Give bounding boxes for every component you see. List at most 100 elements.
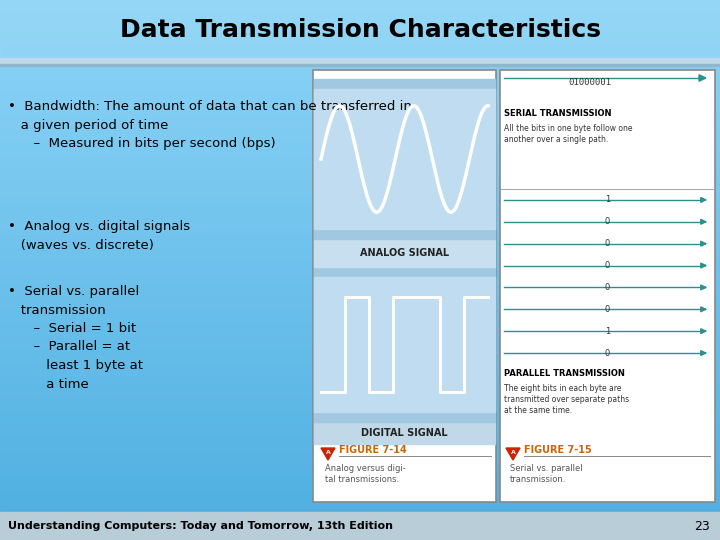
Text: The eight bits in each byte are
transmitted over separate paths
at the same time: The eight bits in each byte are transmit… bbox=[504, 384, 629, 415]
Text: 0: 0 bbox=[605, 261, 610, 270]
Bar bbox=[0, 399, 720, 405]
Bar bbox=[0, 230, 720, 237]
Bar bbox=[0, 486, 720, 492]
Bar bbox=[0, 446, 720, 453]
Text: 0: 0 bbox=[605, 305, 610, 314]
Text: Serial vs. parallel
transmission.: Serial vs. parallel transmission. bbox=[510, 464, 582, 484]
Text: ANALOG SIGNAL: ANALOG SIGNAL bbox=[360, 248, 449, 258]
Bar bbox=[0, 384, 720, 391]
Bar bbox=[0, 432, 720, 438]
Text: 0: 0 bbox=[605, 348, 610, 357]
Bar bbox=[0, 64, 720, 66]
Bar bbox=[0, 60, 720, 68]
Bar bbox=[0, 364, 720, 372]
Bar bbox=[0, 0, 720, 60]
Bar bbox=[314, 89, 495, 229]
Bar bbox=[0, 74, 720, 81]
Bar bbox=[0, 162, 720, 168]
Bar bbox=[0, 27, 720, 33]
Bar bbox=[0, 58, 720, 64]
Bar bbox=[0, 195, 720, 202]
Bar bbox=[0, 284, 720, 291]
Bar bbox=[0, 47, 720, 54]
Bar bbox=[314, 422, 495, 444]
Text: 1: 1 bbox=[605, 327, 610, 336]
Bar bbox=[0, 54, 720, 60]
Bar bbox=[0, 135, 720, 141]
Bar bbox=[0, 519, 720, 526]
Bar bbox=[0, 330, 720, 338]
Bar bbox=[0, 411, 720, 418]
Text: 0: 0 bbox=[605, 283, 610, 292]
Text: Analog versus digi-
tal transmissions.: Analog versus digi- tal transmissions. bbox=[325, 464, 406, 484]
Bar bbox=[0, 128, 720, 135]
Bar bbox=[500, 70, 715, 502]
Bar bbox=[314, 267, 495, 422]
Text: SERIAL TRANSMISSION: SERIAL TRANSMISSION bbox=[504, 109, 611, 118]
Bar bbox=[0, 351, 720, 357]
Text: 1: 1 bbox=[605, 195, 610, 205]
Bar bbox=[0, 20, 720, 27]
Polygon shape bbox=[506, 448, 520, 460]
Text: 01000001: 01000001 bbox=[569, 78, 612, 87]
Bar bbox=[0, 500, 720, 507]
Bar bbox=[0, 148, 720, 156]
Bar bbox=[0, 392, 720, 399]
Bar bbox=[0, 418, 720, 426]
Bar bbox=[0, 512, 720, 540]
Bar bbox=[0, 324, 720, 330]
Bar bbox=[0, 357, 720, 364]
Bar bbox=[0, 68, 720, 74]
Bar bbox=[0, 14, 720, 20]
Text: 0: 0 bbox=[605, 239, 610, 248]
Bar bbox=[0, 507, 720, 513]
Bar bbox=[0, 243, 720, 249]
Bar bbox=[0, 189, 720, 195]
Bar bbox=[0, 372, 720, 378]
Text: Understanding Computers: Today and Tomorrow, 13th Edition: Understanding Computers: Today and Tomor… bbox=[8, 521, 393, 531]
Bar bbox=[0, 472, 720, 480]
Bar bbox=[0, 270, 720, 276]
Bar bbox=[0, 108, 720, 115]
Text: PARALLEL TRANSMISSION: PARALLEL TRANSMISSION bbox=[504, 369, 625, 378]
Bar bbox=[0, 33, 720, 40]
Text: FIGURE 7-14: FIGURE 7-14 bbox=[339, 445, 407, 455]
Text: DIGITAL SIGNAL: DIGITAL SIGNAL bbox=[361, 428, 448, 438]
Bar bbox=[0, 183, 720, 189]
Bar bbox=[0, 249, 720, 256]
Bar bbox=[0, 291, 720, 297]
Bar bbox=[0, 81, 720, 87]
Bar bbox=[0, 216, 720, 222]
Bar bbox=[0, 256, 720, 263]
Bar bbox=[0, 465, 720, 472]
Bar bbox=[0, 102, 720, 108]
Bar bbox=[314, 79, 495, 239]
Bar bbox=[0, 297, 720, 303]
Text: •  Serial vs. parallel
   transmission
      –  Serial = 1 bit
      –  Parallel: • Serial vs. parallel transmission – Ser… bbox=[8, 285, 143, 390]
Bar bbox=[0, 378, 720, 384]
Bar bbox=[0, 303, 720, 310]
Bar bbox=[0, 222, 720, 230]
Bar bbox=[0, 534, 720, 540]
Text: •  Analog vs. digital signals
   (waves vs. discrete): • Analog vs. digital signals (waves vs. … bbox=[8, 220, 190, 252]
Text: FIGURE 7-15: FIGURE 7-15 bbox=[524, 445, 592, 455]
Bar bbox=[0, 263, 720, 270]
Bar bbox=[0, 237, 720, 243]
Bar bbox=[0, 115, 720, 122]
Bar bbox=[0, 492, 720, 500]
Bar bbox=[0, 122, 720, 128]
Bar bbox=[0, 0, 720, 6]
Bar bbox=[0, 526, 720, 534]
Bar bbox=[0, 94, 720, 102]
Bar bbox=[0, 156, 720, 162]
Bar bbox=[0, 513, 720, 519]
Bar bbox=[0, 176, 720, 183]
Bar bbox=[0, 405, 720, 411]
Bar bbox=[0, 168, 720, 176]
Bar bbox=[0, 87, 720, 94]
Text: 0: 0 bbox=[605, 217, 610, 226]
Polygon shape bbox=[321, 448, 335, 460]
Bar bbox=[313, 70, 496, 502]
Bar bbox=[0, 209, 720, 216]
Bar bbox=[314, 239, 495, 267]
